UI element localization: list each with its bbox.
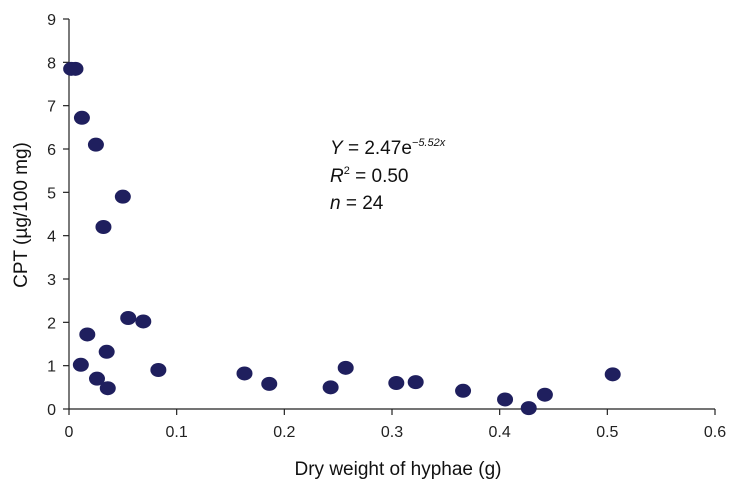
data-point [236, 366, 253, 381]
data-point [520, 401, 537, 416]
data-point [98, 344, 115, 359]
y-tick-label: 8 [47, 55, 56, 72]
data-point [73, 110, 90, 125]
equation-exponent: −5.52 [412, 137, 440, 149]
data-point [99, 381, 116, 396]
data-point [72, 357, 89, 372]
equation-variable: Y [330, 138, 344, 159]
data-point [67, 61, 84, 76]
y-axis-title: CPT (µg/100 mg) [11, 142, 32, 288]
data-point [88, 371, 105, 386]
y-tick-label: 9 [47, 12, 56, 29]
data-point [114, 189, 131, 204]
data-point [604, 367, 621, 382]
data-point [150, 363, 167, 377]
data-point [95, 220, 112, 234]
x-tick-label: 0.3 [381, 424, 403, 441]
sample-size-value: = 24 [341, 193, 384, 214]
r-squared-label: R2 = 0.50 [330, 165, 409, 187]
data-point [120, 311, 137, 325]
data-point [261, 376, 278, 391]
sample-size-variable: n [330, 193, 341, 214]
y-tick-label: 4 [47, 229, 56, 246]
sample-size-label: n = 24 [330, 193, 384, 214]
y-tick-label: 7 [47, 99, 56, 116]
data-point [87, 137, 104, 152]
data-point [388, 376, 405, 390]
y-tick-label: 0 [47, 402, 56, 419]
data-point [135, 314, 152, 329]
y-tick-label: 2 [47, 315, 56, 332]
x-tick-label: 0.4 [489, 424, 511, 441]
y-tick-label: 6 [47, 142, 56, 159]
x-tick-label: 0.1 [166, 424, 188, 441]
equation-body: = 2.47e [343, 138, 412, 159]
regression-annotation: Y = 2.47e−5.52x R2 = 0.50 n = 24 [330, 137, 446, 214]
y-tick-label: 3 [47, 272, 56, 289]
data-point [337, 360, 354, 375]
equation-exponent-variable: x [439, 137, 446, 149]
y-axis: 0 1 2 3 4 5 6 7 8 9 [47, 12, 70, 419]
data-point [497, 392, 514, 407]
equation-label: Y = 2.47e−5.52x [330, 137, 446, 159]
y-tick-label: 1 [47, 359, 56, 376]
x-tick-label: 0.5 [596, 424, 618, 441]
r-squared-superscript: 2 [344, 165, 350, 177]
data-point [407, 375, 424, 390]
data-point [79, 327, 96, 342]
y-tick-label: 5 [47, 185, 56, 202]
data-points [63, 61, 621, 416]
x-tick-label: 0 [65, 424, 74, 441]
x-tick-label: 0.2 [273, 424, 295, 441]
data-point [536, 387, 553, 402]
x-axis: 0 0.1 0.2 0.3 0.4 0.5 0.6 [65, 408, 726, 441]
x-axis-title: Dry weight of hyphae (g) [295, 459, 502, 480]
data-point [455, 383, 472, 398]
r-squared-variable: R [330, 166, 344, 187]
x-tick-label: 0.6 [704, 424, 726, 441]
data-point [322, 380, 339, 395]
r-squared-value: = 0.50 [350, 166, 409, 187]
